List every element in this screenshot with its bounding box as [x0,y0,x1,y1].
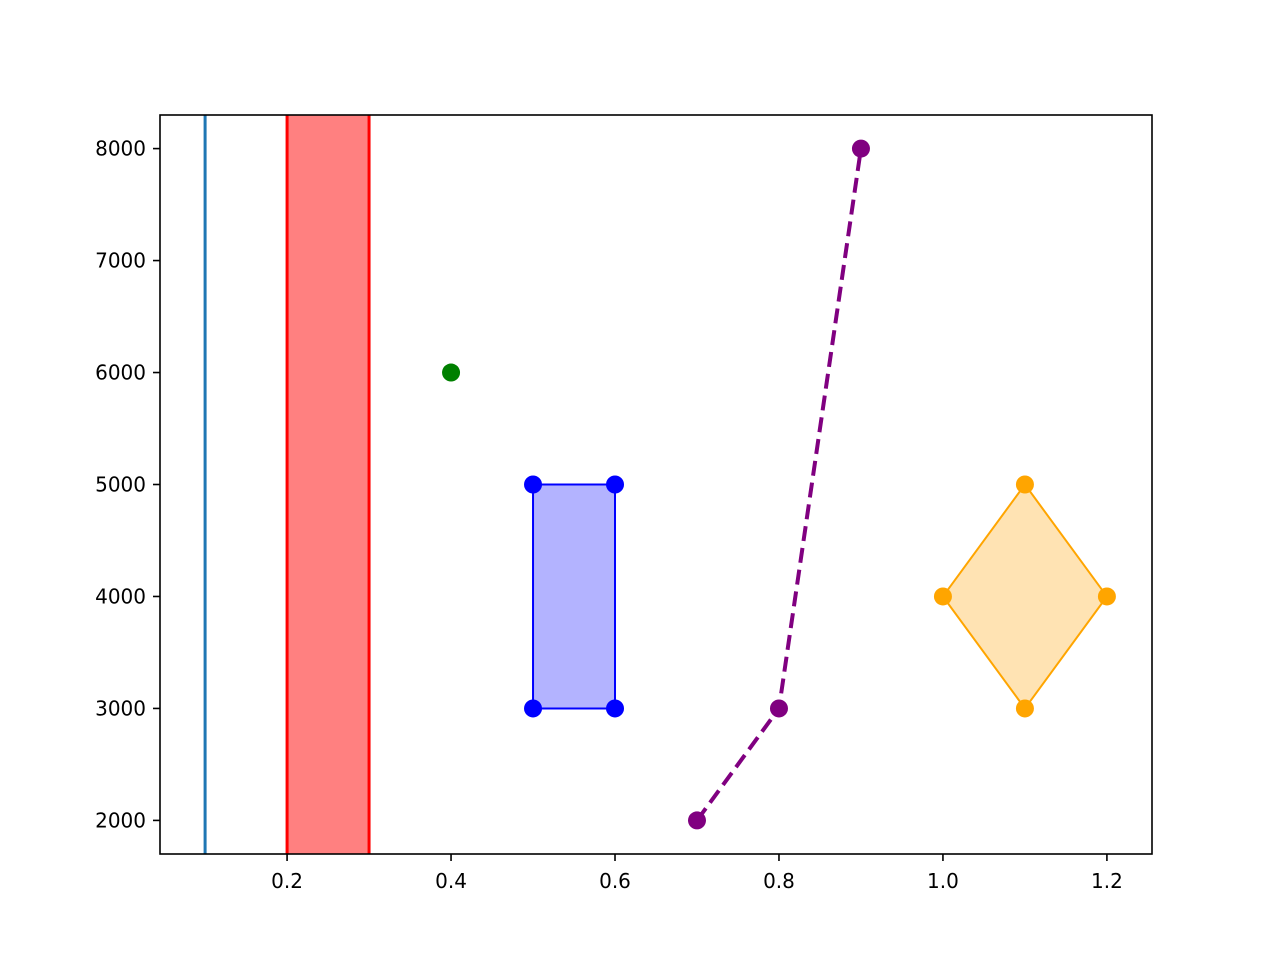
diamond-point-3 [1015,699,1034,718]
dashed-line-point-0 [687,811,706,830]
plot-content [203,115,1116,854]
rectangle-point-0 [524,699,543,718]
y-tick-label: 7000 [95,249,146,273]
diamond-point-0 [933,587,952,606]
y-tick-label: 3000 [95,696,146,720]
rectangle-point-2 [606,475,625,494]
y-tick-label: 6000 [95,361,146,385]
dashed-line-point-2 [851,139,870,158]
single-point [442,363,461,382]
x-tick-label: 1.0 [927,869,959,893]
rectangle-point-3 [606,699,625,718]
plot-area [203,115,1116,854]
y-tick-label: 5000 [95,473,146,497]
x-tick-label: 0.8 [763,869,795,893]
x-tick-label: 0.6 [599,869,631,893]
axis-ticks: 0.2 0.4 0.6 0.8 1.0 1.2 2000 3000 4000 5000 6000 70… [95,137,1123,893]
diamond-point-1 [1015,475,1034,494]
y-tick-label: 8000 [95,137,146,161]
dashed-line-point-1 [769,699,788,718]
rectangle-point-1 [524,475,543,494]
vertical-span [287,115,370,854]
x-tick-label: 0.4 [435,869,467,893]
y-tick-label: 2000 [95,808,146,832]
y-tick-label: 4000 [95,584,146,608]
x-tick-label: 1.2 [1091,869,1123,893]
x-tick-label: 0.2 [271,869,303,893]
rectangle-shape [532,483,617,710]
diamond-point-2 [1097,587,1116,606]
